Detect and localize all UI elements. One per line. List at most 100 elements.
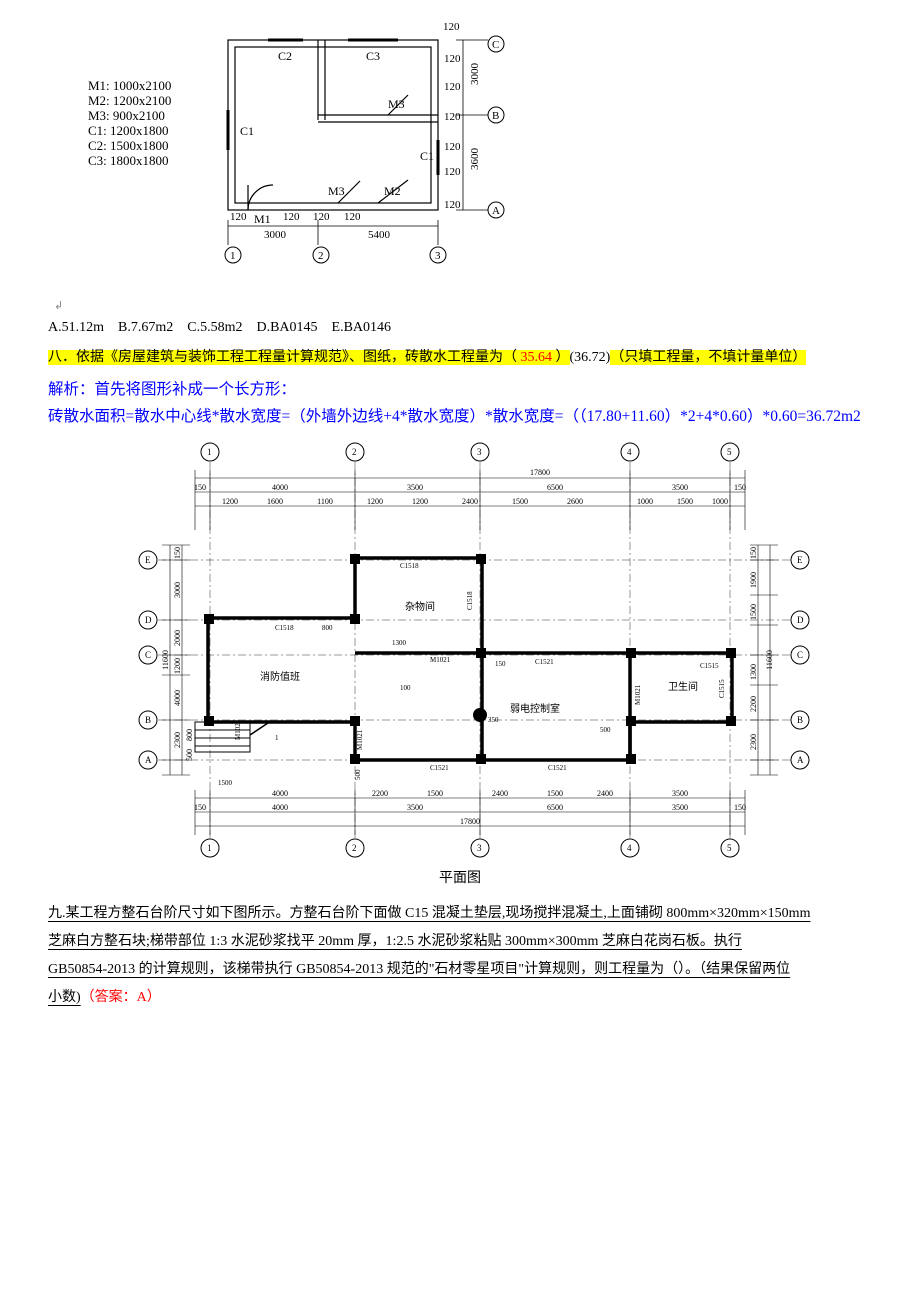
svg-text:C: C [492, 39, 499, 51]
solution-block: 解析：首先将图形补成一个长方形： 砖散水面积=散水中心线*散水宽度=（外墙外边线… [48, 376, 872, 430]
grid-bottom: 1 2 3 [225, 247, 446, 263]
svg-text:500: 500 [185, 749, 194, 761]
q8-post: （只填工程量，不填计量单位） [610, 350, 806, 365]
svg-text:3500: 3500 [407, 803, 423, 812]
svg-text:3500: 3500 [672, 803, 688, 812]
svg-text:1300: 1300 [392, 639, 407, 647]
solution-line2: 砖散水面积=散水中心线*散水宽度=（外墙外边线+4*散水宽度）*散水宽度=（（1… [48, 403, 872, 430]
svg-text:120: 120 [443, 21, 460, 33]
svg-text:1: 1 [275, 734, 279, 742]
svg-text:11600: 11600 [161, 650, 170, 670]
svg-text:5400: 5400 [368, 229, 391, 241]
svg-text:1100: 1100 [317, 497, 333, 506]
svg-text:120: 120 [313, 211, 330, 223]
svg-text:2300: 2300 [749, 734, 758, 750]
svg-text:A: A [797, 755, 804, 765]
legend-c3: C3: 1800x1800 [88, 153, 169, 168]
svg-text:1600: 1600 [267, 497, 283, 506]
svg-text:11600: 11600 [765, 650, 774, 670]
svg-text:1900: 1900 [749, 572, 758, 588]
diagram2-svg: 1 2 3 4 5 1 2 3 4 5 E D C B A E D C B A [100, 440, 820, 860]
svg-text:6500: 6500 [547, 803, 563, 812]
svg-text:D: D [797, 615, 804, 625]
svg-text:1500: 1500 [677, 497, 693, 506]
top-dims: 17800 150 150 4000 3500 6500 3500 1200 1… [194, 468, 746, 506]
svg-text:4000: 4000 [272, 483, 288, 492]
svg-text:3: 3 [477, 447, 482, 457]
walls [208, 558, 732, 760]
svg-text:100: 100 [400, 684, 411, 692]
solution-line1: 解析：首先将图形补成一个长方形： [48, 376, 872, 403]
svg-text:2: 2 [352, 843, 357, 853]
svg-text:2: 2 [352, 447, 357, 457]
svg-text:120: 120 [444, 166, 461, 178]
svg-text:C: C [145, 650, 151, 660]
svg-text:3600: 3600 [469, 148, 481, 171]
q8-highlight-pre: 八．依据《房屋建筑与装饰工程工程量计算规范》、图纸，砖散水工程量为（ [48, 350, 517, 365]
svg-text:弱电控制室: 弱电控制室 [510, 702, 560, 715]
svg-text:4000: 4000 [173, 690, 182, 706]
label-m3: M3 [388, 97, 405, 111]
label-c2: C2 [278, 49, 292, 63]
svg-text:1: 1 [230, 250, 236, 262]
svg-text:4000: 4000 [272, 803, 288, 812]
svg-text:2600: 2600 [567, 497, 583, 506]
label-m2: M2 [384, 184, 401, 198]
svg-text:1500: 1500 [547, 789, 563, 798]
label-c3: C3 [366, 49, 380, 63]
svg-text:500: 500 [354, 769, 362, 780]
svg-text:C1515: C1515 [700, 662, 719, 670]
svg-text:3: 3 [435, 250, 441, 262]
svg-text:1: 1 [207, 447, 212, 457]
svg-text:4: 4 [627, 447, 632, 457]
svg-text:1000: 1000 [712, 497, 728, 506]
svg-text:B: B [797, 715, 803, 725]
svg-text:17800: 17800 [530, 468, 550, 477]
q9-line1: 九.某工程方整石台阶尺寸如下图所示。方整石台阶下面做 C15 混凝土垫层,现场搅… [48, 906, 810, 921]
legend-c1: C1: 1200x1800 [88, 123, 169, 138]
question-8: 八．依据《房屋建筑与装饰工程工程量计算规范》、图纸，砖散水工程量为（ 35.64… [48, 346, 872, 370]
svg-text:C1518: C1518 [400, 562, 419, 570]
cursor-mark: ↲ [54, 300, 63, 312]
svg-text:3500: 3500 [672, 483, 688, 492]
label-c1-left: C1 [240, 124, 254, 138]
floor-plan-large: 1 2 3 4 5 1 2 3 4 5 E D C B A E D C B A [48, 440, 872, 860]
svg-text:M1021: M1021 [634, 684, 642, 705]
svg-text:120: 120 [444, 199, 461, 211]
svg-text:1: 1 [207, 843, 212, 853]
svg-text:800: 800 [322, 624, 333, 632]
svg-text:1200: 1200 [412, 497, 428, 506]
svg-text:3: 3 [477, 843, 482, 853]
svg-text:C1515: C1515 [718, 679, 726, 698]
svg-text:2: 2 [318, 250, 324, 262]
q9-line3: GB50854-2013 的计算规则，该梯带执行 GB50854-2013 规范… [48, 962, 790, 977]
svg-text:C1521: C1521 [548, 764, 567, 772]
svg-text:1300: 1300 [749, 664, 758, 680]
bot-dims: 4000 2200 1500 2400 1500 2400 3500 4000 … [194, 789, 746, 826]
svg-text:A: A [492, 205, 500, 217]
svg-text:2000: 2000 [173, 630, 182, 646]
svg-text:E: E [145, 555, 151, 565]
svg-text:C1521: C1521 [535, 658, 554, 666]
svg-text:500: 500 [600, 726, 611, 734]
q9-line4: 小数) [48, 990, 81, 1005]
floor-plan-small: M1: 1000x2100 M2: 1200x2100 M3: 900x2100… [88, 20, 872, 270]
svg-text:1500: 1500 [218, 779, 233, 787]
legend-m1: M1: 1000x2100 [88, 78, 171, 93]
svg-text:M1021: M1021 [234, 719, 242, 740]
svg-text:1000: 1000 [637, 497, 653, 506]
svg-text:2300: 2300 [173, 732, 182, 748]
svg-text:M1021: M1021 [430, 656, 451, 664]
svg-text:150: 150 [749, 547, 758, 559]
svg-text:1500: 1500 [427, 789, 443, 798]
q9-line2: 芝麻白方整石块;梯带部位 1:3 水泥砂浆找平 20mm 厚，1:2.5 水泥砂… [48, 934, 742, 949]
legend-m2: M2: 1200x2100 [88, 93, 171, 108]
svg-text:120: 120 [444, 53, 461, 65]
svg-text:3000: 3000 [173, 582, 182, 598]
entry-stair [195, 722, 268, 752]
svg-text:150: 150 [734, 803, 746, 812]
svg-text:C1521: C1521 [430, 764, 449, 772]
svg-text:120: 120 [444, 141, 461, 153]
svg-text:800: 800 [185, 729, 194, 741]
svg-text:150: 150 [194, 483, 206, 492]
